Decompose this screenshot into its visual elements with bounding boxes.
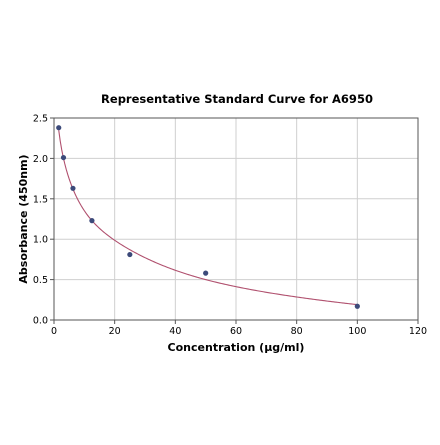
data-point [89, 218, 95, 224]
x-tick-label: 0 [51, 326, 57, 337]
x-tick-label: 120 [409, 326, 427, 337]
data-point [56, 125, 62, 131]
x-tick-label: 20 [109, 326, 121, 337]
x-tick-label: 40 [169, 326, 181, 337]
data-point [60, 154, 67, 161]
data-points-layer [56, 125, 360, 309]
y-tick-label: 0.5 [33, 275, 48, 286]
y-tick-label: 1.0 [33, 235, 48, 246]
data-point [354, 303, 360, 309]
data-point [127, 251, 133, 258]
chart-title: Representative Standard Curve for A6950 [101, 92, 373, 106]
x-tick-label: 100 [348, 326, 366, 337]
data-point [203, 270, 209, 276]
x-axis-label: Concentration (μg/ml) [168, 341, 305, 354]
x-tick-label: 60 [230, 326, 242, 337]
y-tick-label: 2.5 [33, 114, 48, 125]
y-tick-label: 2.0 [33, 154, 48, 165]
x-tick-label: 80 [291, 326, 303, 337]
fit-curve [58, 130, 358, 306]
data-point [70, 185, 76, 191]
axis-ticks: 0 20 40 60 80 100 120 0.0 0.5 1.0 1.5 2.0 2.5 [33, 114, 427, 338]
y-axis-label: Absorbance (450nm) [17, 154, 30, 283]
y-tick-label: 1.5 [33, 194, 48, 205]
grid [53, 117, 419, 321]
y-tick-label: 0.0 [33, 316, 48, 327]
fit-curve-layer [58, 130, 358, 306]
